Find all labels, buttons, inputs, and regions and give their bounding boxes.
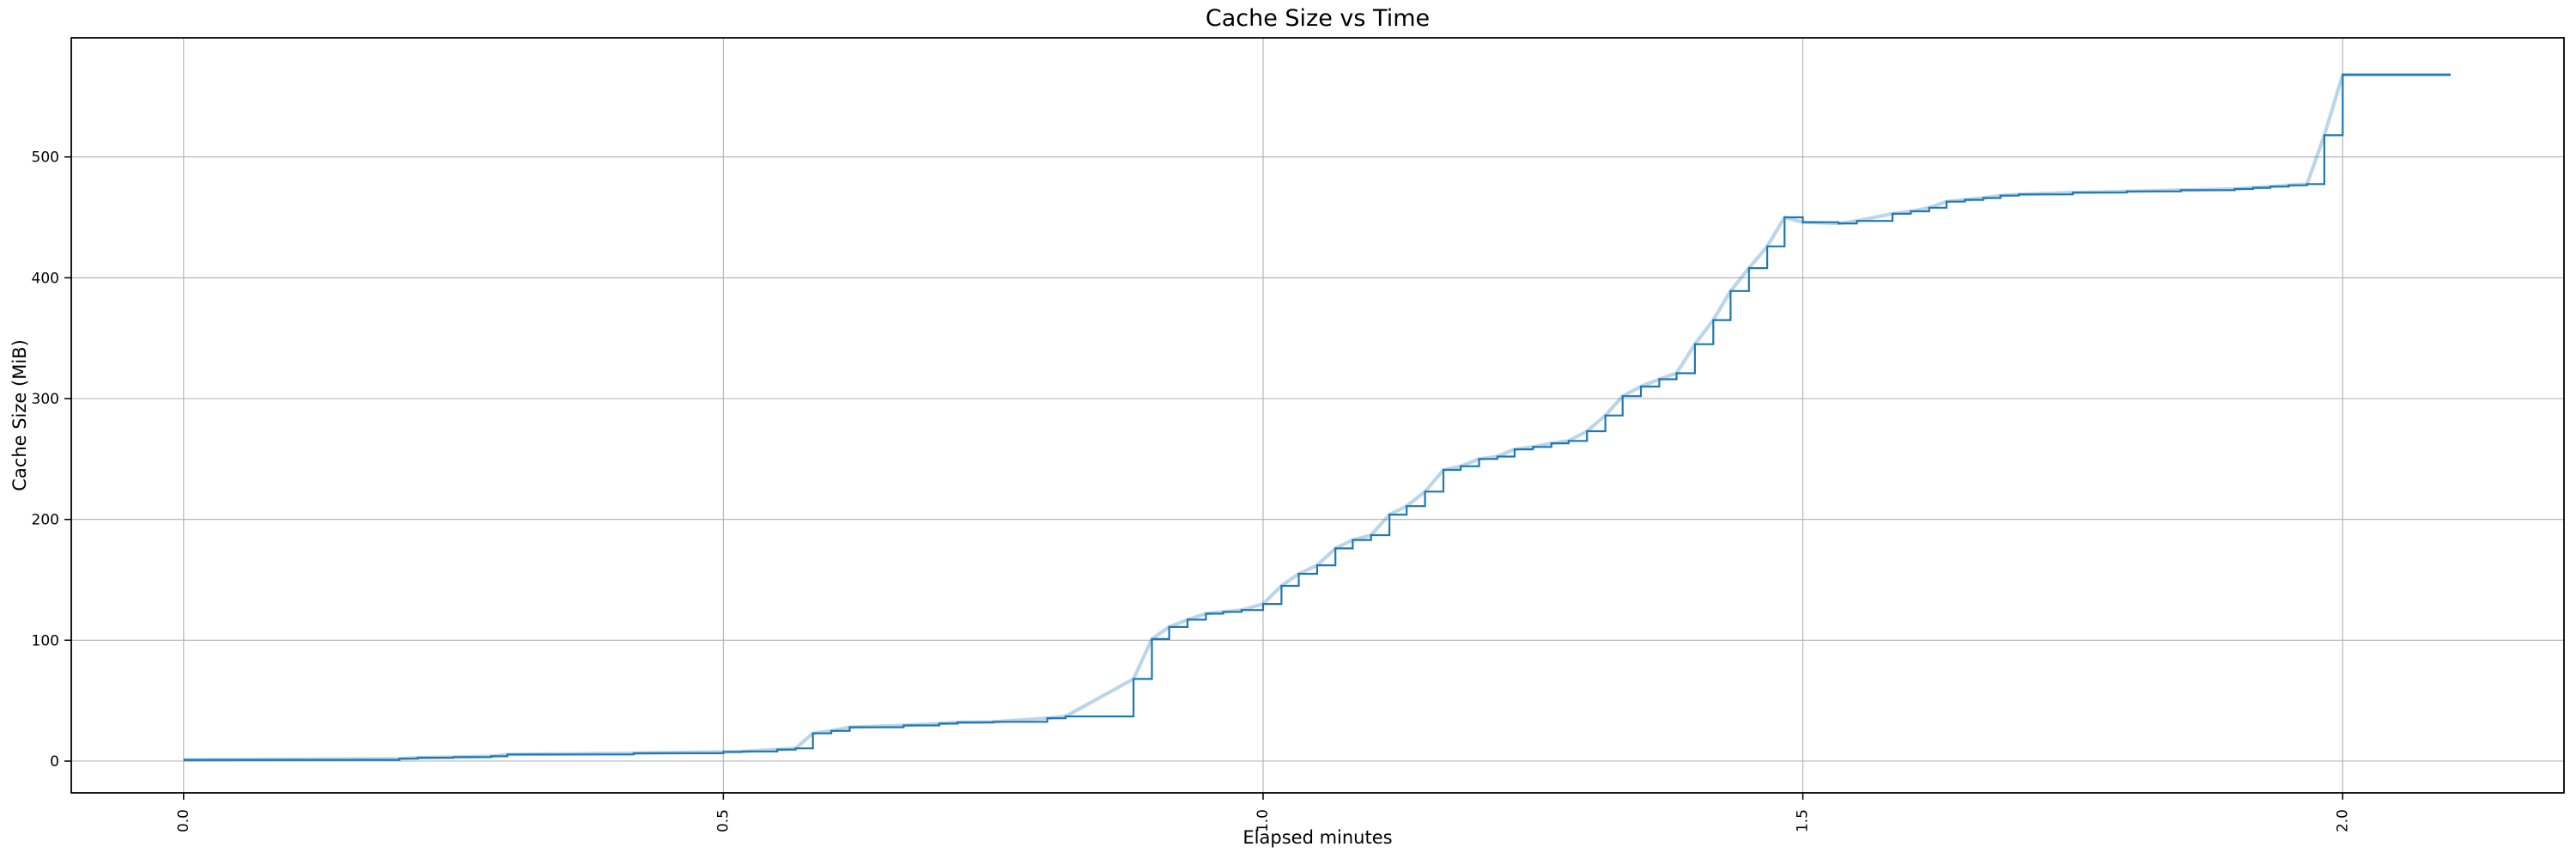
y-axis-label: Cache Size (MiB) xyxy=(9,339,30,491)
y-tick-label: 100 xyxy=(32,632,59,649)
chart-title: Cache Size vs Time xyxy=(1206,5,1430,32)
y-tick-label: 300 xyxy=(32,391,59,408)
gridlines xyxy=(71,38,2564,793)
data-line-layer xyxy=(183,72,2451,762)
x-tick-label: 0.0 xyxy=(175,809,192,832)
cache-size-line-halo xyxy=(183,72,2451,762)
y-tick-label: 500 xyxy=(32,149,59,167)
tick-labels: 0.0 0.5 1.0 1.5 2.0 0 100 200 300 400 500 xyxy=(32,149,2352,832)
x-axis-label: Elapsed minutes xyxy=(1242,827,1392,848)
y-tick-label: 0 xyxy=(50,753,59,771)
tick-marks xyxy=(64,155,2344,800)
cache-size-step-line xyxy=(183,73,2451,761)
y-tick-label: 200 xyxy=(32,512,59,529)
x-tick-label: 1.5 xyxy=(1795,809,1812,832)
x-tick-label: 2.0 xyxy=(2334,809,2351,832)
x-tick-label: 0.5 xyxy=(714,809,732,832)
x-tick-label: 1.0 xyxy=(1255,809,1272,832)
y-tick-label: 400 xyxy=(32,270,59,287)
axes-spines xyxy=(70,37,2565,794)
